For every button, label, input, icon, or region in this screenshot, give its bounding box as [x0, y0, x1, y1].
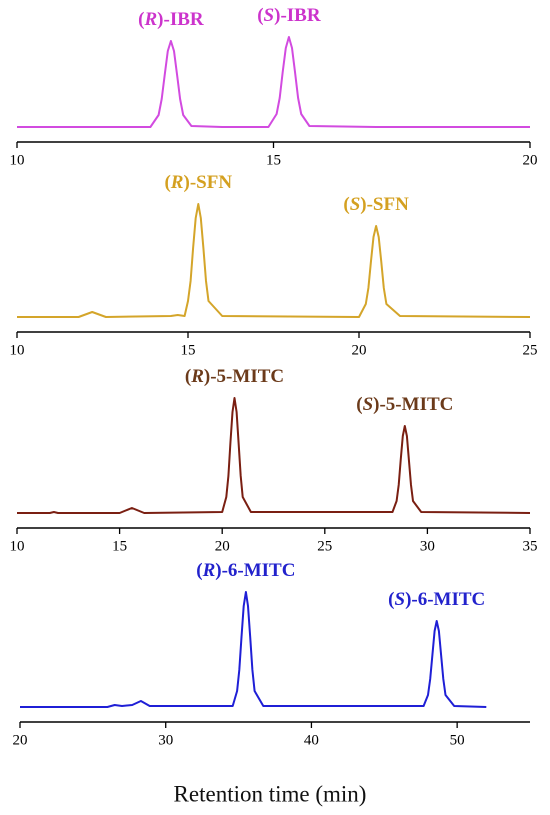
- x-tick-label: 40: [304, 732, 319, 748]
- peak-label-part: (: [138, 9, 144, 30]
- peak-label-part: S: [395, 589, 406, 610]
- chromatogram-line: [17, 397, 531, 514]
- peak-label-part: R: [190, 366, 204, 387]
- x-tick-label: 35: [523, 538, 538, 554]
- peak-label-part: -5-MITC: [210, 366, 284, 387]
- x-tick-label: 15: [112, 538, 127, 554]
- x-tick-label: 20: [352, 342, 367, 358]
- peak-label-part: (: [185, 366, 191, 387]
- chromatogram-line: [17, 36, 530, 128]
- peak-label-part: ): [204, 366, 210, 387]
- x-tick-label: 20: [13, 732, 28, 748]
- peak-label: (S)-5-MITC: [356, 394, 453, 415]
- peak-label-part: -SFN: [190, 172, 233, 193]
- peak-label-part: -IBR: [280, 5, 320, 26]
- peak-label-part: R: [202, 560, 216, 581]
- x-tick-label: 15: [266, 152, 281, 168]
- x-tick-label: 20: [215, 538, 230, 554]
- peak-label-part: S: [363, 394, 374, 415]
- peak-label-part: R: [170, 172, 184, 193]
- peak-label-part: ): [405, 589, 411, 610]
- peak-label: (R)-5-MITC: [185, 366, 284, 387]
- peak-label-part: (: [257, 5, 263, 26]
- x-tick-label: 25: [523, 342, 538, 358]
- x-tick-label: 50: [450, 732, 465, 748]
- peak-label-part: -IBR: [164, 9, 204, 30]
- x-tick-label: 25: [317, 538, 332, 554]
- peak-label-part: ): [183, 172, 189, 193]
- x-tick-label: 10: [10, 342, 25, 358]
- x-tick-label: 30: [158, 732, 173, 748]
- peak-label-part: (: [356, 394, 362, 415]
- peak-label-part: ): [157, 9, 163, 30]
- peak-label-part: -5-MITC: [379, 394, 453, 415]
- peak-label-part: (: [388, 589, 394, 610]
- x-tick-label: 10: [10, 152, 25, 168]
- peak-label-part: -6-MITC: [222, 560, 296, 581]
- x-axis-label: Retention time (min): [174, 781, 367, 806]
- peak-label-part: S: [350, 194, 361, 215]
- peak-label: (S)-6-MITC: [388, 589, 485, 610]
- peak-label-part: -6-MITC: [411, 589, 485, 610]
- peak-label-part: (: [196, 560, 202, 581]
- x-tick-label: 20: [523, 152, 538, 168]
- peak-label-part: (: [164, 172, 170, 193]
- peak-label-part: R: [143, 9, 157, 30]
- peak-label: (R)-6-MITC: [196, 560, 295, 581]
- peak-label-part: ): [373, 394, 379, 415]
- x-tick-label: 10: [10, 538, 25, 554]
- chromatogram-line: [17, 203, 531, 318]
- peak-label-part: ): [274, 5, 280, 26]
- x-tick-label: 30: [420, 538, 435, 554]
- peak-label: (S)-IBR: [257, 5, 321, 26]
- peak-label: (S)-SFN: [343, 194, 409, 215]
- peak-label-part: ): [360, 194, 366, 215]
- peak-label: (R)-IBR: [138, 9, 204, 30]
- x-tick-label: 15: [181, 342, 196, 358]
- peak-label-part: ): [215, 560, 221, 581]
- peak-label: (R)-SFN: [164, 172, 232, 193]
- peak-label-part: (: [343, 194, 349, 215]
- peak-label-part: -SFN: [367, 194, 410, 215]
- peak-label-part: S: [264, 5, 275, 26]
- chromatogram-line: [20, 591, 487, 708]
